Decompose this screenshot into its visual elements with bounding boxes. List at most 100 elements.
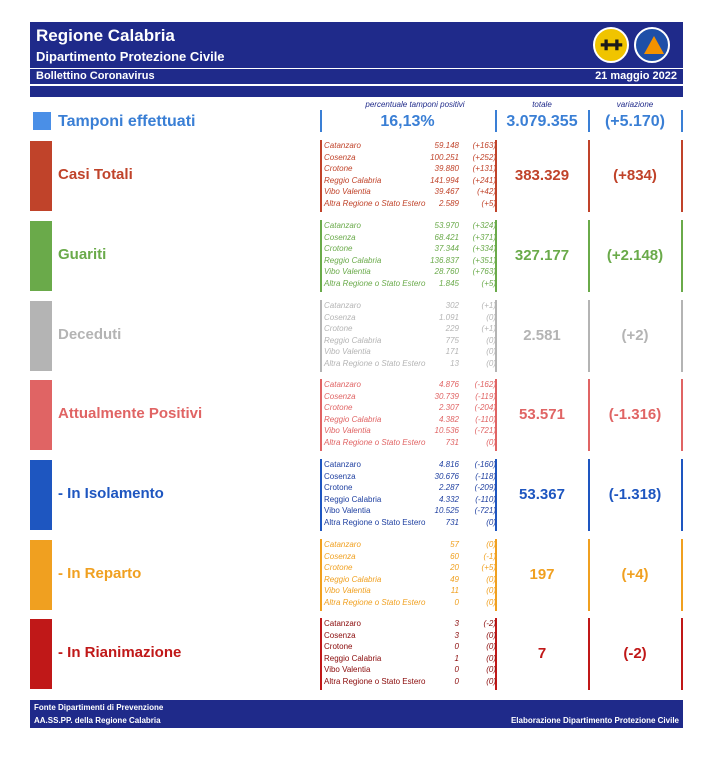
province-name: Reggio Calabria — [324, 494, 382, 504]
col-header-percent: percentuale tamponi positivi — [365, 100, 465, 109]
province-name: Altra Regione o Stato Estero — [324, 199, 426, 208]
province-value: 20 — [450, 563, 459, 573]
province-name: Crotone — [324, 642, 353, 652]
province-delta: (-209) — [474, 483, 496, 493]
section-divider — [320, 459, 322, 531]
province-value: 3 — [454, 630, 459, 640]
section-variation: (+4) — [621, 566, 649, 583]
province-name: Catanzaro — [324, 380, 361, 389]
tamponi-row: Tamponi effettuati 16,13% 3.079.355 (+5.… — [30, 110, 683, 134]
section-divider — [681, 300, 683, 372]
province-value: 39.467 — [434, 187, 459, 197]
province-delta: (+5) — [481, 279, 496, 288]
province-value: 4.816 — [438, 460, 459, 469]
province-name: Altra Regione o Stato Estero — [324, 279, 426, 288]
department-subtitle: Dipartimento Protezione Civile — [36, 49, 225, 64]
province-name: Reggio Calabria — [324, 255, 382, 265]
tamponi-divider — [681, 110, 683, 132]
province-delta: (+334) — [472, 244, 496, 254]
province-value: 59.148 — [434, 141, 459, 150]
section-divider — [588, 379, 590, 451]
section-divider — [495, 539, 497, 611]
section-label: Attualmente Positivi — [58, 405, 203, 422]
section-row: Casi Totali Catanzaro 59.148 (+163) Cosenza 1… — [30, 140, 683, 212]
province-name: Catanzaro — [324, 460, 361, 469]
province-value: 60 — [450, 551, 459, 561]
province-delta: (+5) — [481, 563, 496, 573]
bulletin-title: Bollettino Coronavirus — [36, 70, 155, 82]
province-delta: (0) — [486, 540, 496, 549]
province-value: 4.332 — [438, 494, 459, 504]
province-value: 0 — [454, 665, 459, 675]
province-name: Altra Regione o Stato Estero — [324, 438, 426, 447]
footer-source-2: AA.SS.PP. della Regione Calabria — [34, 716, 161, 725]
province-name: Catanzaro — [324, 619, 361, 628]
section-row: - In Reparto Catanzaro 57 (0) Cosenza 60 (-1) C… — [30, 539, 683, 611]
province-value: 2.287 — [438, 483, 459, 493]
section-divider — [681, 220, 683, 292]
section-divider — [588, 459, 590, 531]
region-crest-icon: ✚✚ — [593, 27, 629, 63]
province-delta: (0) — [486, 598, 496, 607]
section-row: Attualmente Positivi Catanzaro 4.876 (-162)… — [30, 379, 683, 451]
province-value: 0 — [454, 642, 459, 652]
province-name: Cosenza — [324, 312, 356, 322]
province-value: 30.739 — [434, 391, 459, 401]
province-name: Vibo Valentia — [324, 506, 371, 516]
province-value: 11 — [450, 586, 459, 596]
province-delta: (+1) — [481, 301, 496, 310]
tamponi-percent: 16,13% — [380, 113, 435, 130]
bulletin-date: 21 maggio 2022 — [595, 70, 677, 82]
tamponi-divider — [588, 110, 590, 132]
tamponi-color-square — [33, 112, 51, 130]
section-color-square — [30, 540, 52, 610]
province-delta: (0) — [486, 642, 496, 652]
province-name: Catanzaro — [324, 221, 361, 230]
province-delta: (0) — [486, 677, 496, 686]
province-value: 0 — [454, 598, 459, 607]
section-divider — [588, 140, 590, 212]
province-value: 2.307 — [438, 403, 459, 413]
province-delta: (-110) — [475, 414, 496, 424]
section-divider — [320, 300, 322, 372]
section-total: 7 — [537, 645, 547, 662]
section-divider — [320, 140, 322, 212]
province-delta: (0) — [486, 630, 496, 640]
province-name: Vibo Valentia — [324, 347, 371, 357]
section-label: Deceduti — [58, 326, 122, 343]
province-name: Reggio Calabria — [324, 335, 382, 345]
section-color-square — [30, 460, 52, 530]
section-label: - In Isolamento — [58, 485, 164, 502]
province-delta: (+241) — [472, 175, 496, 185]
province-value: 731 — [445, 518, 459, 527]
province-delta: (-160) — [474, 460, 496, 469]
province-value: 1.845 — [438, 279, 459, 288]
section-variation: (-1.318) — [608, 486, 662, 503]
tamponi-variation: (+5.170) — [604, 113, 666, 130]
province-delta: (0) — [486, 518, 496, 527]
section-divider — [495, 379, 497, 451]
province-value: 53.970 — [434, 221, 459, 230]
tamponi-total: 3.079.355 — [506, 113, 578, 130]
province-delta: (0) — [486, 312, 496, 322]
province-value: 171 — [445, 347, 459, 357]
section-label: - In Reparto — [58, 565, 142, 582]
province-delta: (+131) — [472, 164, 496, 174]
province-name: Vibo Valentia — [324, 586, 371, 596]
province-name: Vibo Valentia — [324, 187, 371, 197]
section-color-square — [30, 141, 52, 211]
province-delta: (0) — [486, 653, 496, 663]
section-divider — [320, 618, 322, 690]
province-delta: (0) — [486, 665, 496, 675]
province-delta: (-119) — [475, 391, 496, 401]
footer-banner: Fonte Dipartimenti di Prevenzione AA.SS.… — [30, 700, 683, 728]
province-name: Vibo Valentia — [324, 426, 371, 436]
province-delta: (+252) — [472, 152, 496, 162]
province-delta: (+5) — [481, 199, 496, 208]
section-color-square — [30, 619, 52, 689]
section-label: Casi Totali — [58, 166, 133, 183]
section-row: - In Rianimazione Catanzaro 3 (-2) Cosenza 3 (… — [30, 618, 683, 690]
section-color-square — [30, 221, 52, 291]
section-divider — [681, 379, 683, 451]
province-value: 141.994 — [430, 175, 459, 185]
